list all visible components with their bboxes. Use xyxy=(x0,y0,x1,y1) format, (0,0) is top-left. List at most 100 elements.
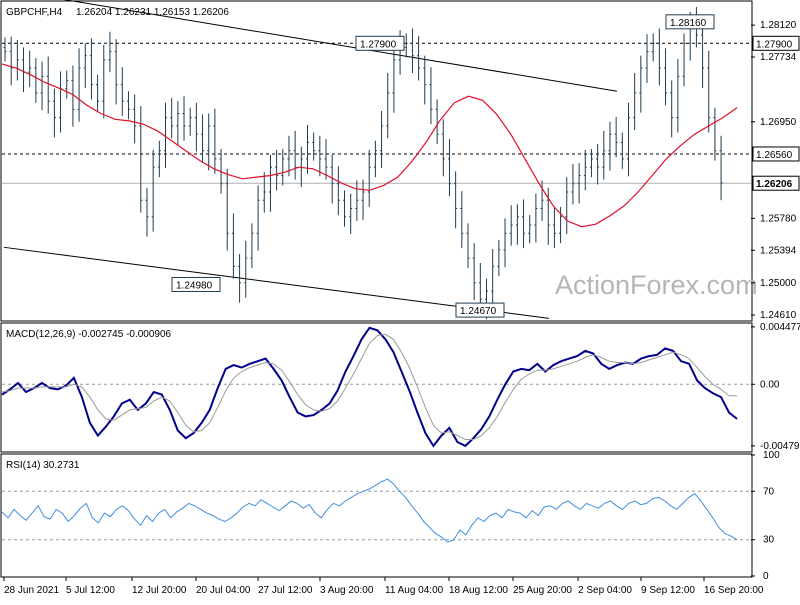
candle xyxy=(336,166,340,216)
candle xyxy=(293,130,297,180)
macd-tick-label: 0.004477 xyxy=(760,322,800,333)
candle xyxy=(238,253,242,303)
candle xyxy=(602,130,606,180)
candle xyxy=(639,55,643,113)
price-tick-label: 1.25000 xyxy=(760,278,797,289)
guide-level-label: 1.27900 xyxy=(756,39,793,50)
candle xyxy=(330,154,334,204)
candle xyxy=(108,31,112,73)
candle xyxy=(3,37,7,62)
candle xyxy=(670,80,674,138)
annotation-label: 1.28160 xyxy=(670,18,707,29)
annotation-label: 1.27900 xyxy=(360,39,397,50)
x-tick-label: 5 Jul 12:00 xyxy=(66,585,115,596)
candle xyxy=(126,91,130,120)
annotation-label: 1.24670 xyxy=(460,306,497,317)
candle xyxy=(707,50,711,133)
candle xyxy=(213,108,217,174)
candle xyxy=(305,125,309,174)
candle xyxy=(182,96,186,141)
candle xyxy=(614,116,618,158)
candle xyxy=(268,154,272,212)
candle xyxy=(244,240,248,298)
candle xyxy=(447,139,451,197)
candle xyxy=(410,28,414,74)
candle xyxy=(77,48,81,122)
candle xyxy=(719,135,723,201)
candle xyxy=(540,180,544,221)
candle xyxy=(28,50,32,88)
annotation-label: 1.24980 xyxy=(176,280,213,291)
candle xyxy=(386,73,390,139)
candle xyxy=(71,65,75,127)
candle xyxy=(491,248,495,306)
x-tick-label: 27 Jul 12:00 xyxy=(258,585,313,596)
candle xyxy=(429,67,433,125)
x-tick-label: 16 Sep 20:00 xyxy=(704,585,764,596)
candle xyxy=(552,207,556,249)
candle xyxy=(651,33,655,62)
macd-title: MACD(12,26,9) -0.002745 -0.000906 xyxy=(6,329,172,340)
candle xyxy=(281,149,285,186)
candle xyxy=(225,168,229,251)
rsi-line xyxy=(1,478,738,543)
candle xyxy=(287,135,291,177)
price-panel: 1.28120 1.27734 1.26950 1.25780 1.25394 1.250… xyxy=(1,0,800,321)
candle xyxy=(9,36,13,86)
annotation-box xyxy=(455,302,505,318)
rsi-panel: 100 70 30 0 xyxy=(1,450,780,582)
candle xyxy=(460,191,464,249)
x-tick-label: 11 Aug 04:00 xyxy=(385,585,444,596)
candle xyxy=(571,163,575,205)
rsi-tick-label: 0 xyxy=(763,571,769,582)
candle xyxy=(577,163,581,204)
price-tick-label: 1.27734 xyxy=(760,52,797,63)
candle xyxy=(645,34,649,83)
watermark: ActionForex.com xyxy=(555,270,758,300)
x-tick-label: 9 Sep 12:00 xyxy=(641,585,695,596)
candle xyxy=(318,135,322,177)
rsi-title: RSI(14) 30.2731 xyxy=(6,460,80,471)
candle xyxy=(373,140,377,178)
candle xyxy=(102,44,106,119)
candle xyxy=(423,55,427,105)
trendline xyxy=(63,0,618,92)
candle xyxy=(201,114,205,164)
candle xyxy=(194,102,198,152)
candle xyxy=(380,111,384,169)
chart-ohlc: 1.26204 1.26231 1.26153 1.26206 xyxy=(76,7,229,18)
candle xyxy=(46,56,50,114)
x-tick-label: 20 Jul 04:00 xyxy=(196,585,251,596)
macd-panel: 0.004477 0.00 -0.004798 xyxy=(1,322,800,452)
guide-level-box xyxy=(752,35,800,51)
candle xyxy=(275,149,279,191)
x-tick-label: 28 Jun 2021 xyxy=(4,585,59,596)
candle xyxy=(355,180,359,221)
macd-tick-label: -0.004798 xyxy=(760,441,800,452)
price-tick-label: 1.28120 xyxy=(760,20,797,31)
macd-tick-label: 0.00 xyxy=(760,379,780,390)
price-tick-label: 1.25780 xyxy=(760,213,797,224)
x-tick-label: 25 Aug 20:00 xyxy=(513,585,572,596)
candle xyxy=(367,149,371,207)
annotation-box xyxy=(665,14,715,30)
candle xyxy=(170,97,174,139)
candle xyxy=(188,107,192,136)
candle xyxy=(435,99,439,145)
x-axis: 28 Jun 2021 5 Jul 12:00 12 Jul 20:00 20 Jul… xyxy=(3,577,764,596)
candle xyxy=(657,28,661,86)
macd-line xyxy=(1,326,738,448)
macd-panel-frame xyxy=(0,322,753,453)
price-tick-label: 1.24610 xyxy=(760,310,797,321)
candle xyxy=(151,149,155,232)
guide-level-label: 1.26206 xyxy=(756,179,793,190)
candle xyxy=(620,132,624,169)
candle xyxy=(466,223,470,268)
x-tick-label: 18 Aug 12:00 xyxy=(449,585,508,596)
candle xyxy=(472,243,476,301)
candle xyxy=(664,48,668,106)
candle xyxy=(713,107,717,161)
candle xyxy=(65,70,69,99)
price-tick-label: 1.26950 xyxy=(760,117,797,128)
candle xyxy=(83,43,87,88)
